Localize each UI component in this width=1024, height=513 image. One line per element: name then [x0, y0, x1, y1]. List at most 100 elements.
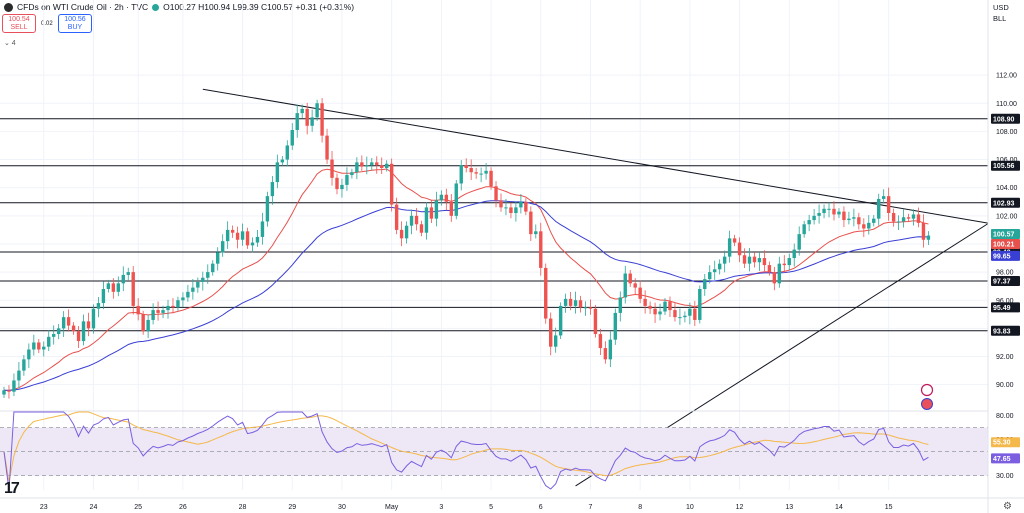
candle-body — [514, 207, 518, 214]
price-tick-label: 90.00 — [996, 382, 1014, 389]
candle-body — [216, 252, 220, 264]
candle-body — [737, 242, 742, 256]
candle-body — [732, 238, 737, 243]
candle-body — [350, 172, 354, 176]
candle-body — [717, 263, 722, 270]
trendline-descending — [202, 88, 989, 224]
candle-body — [17, 370, 21, 381]
candle-body — [474, 172, 478, 174]
candle-body — [340, 184, 344, 190]
candle-body — [583, 307, 588, 309]
candle-body — [71, 325, 76, 332]
candle-body — [593, 308, 598, 335]
candle-body — [91, 308, 96, 329]
candle-body — [404, 225, 409, 239]
candle-body — [66, 317, 71, 326]
candle-body — [101, 289, 106, 304]
time-tick-label: 29 — [288, 504, 296, 511]
candle-body — [618, 297, 622, 313]
collapse-indicators-button[interactable]: ⌄ 4 — [4, 40, 16, 47]
candle-body — [409, 215, 414, 226]
tradingview-logo[interactable]: 17 — [4, 480, 20, 497]
candle-body — [762, 258, 767, 266]
candle-body — [245, 231, 250, 246]
price-tick-label: 98.00 — [996, 270, 1014, 277]
candle-body — [633, 283, 637, 288]
candle-body — [295, 113, 299, 131]
candle-body — [375, 162, 379, 166]
currency-selector[interactable]: USD BLL — [993, 2, 1009, 24]
candle-body — [891, 213, 896, 222]
candle-body — [489, 170, 493, 187]
candle-body — [757, 258, 762, 263]
candle-body — [658, 311, 662, 315]
price-tag-bg — [991, 250, 1020, 261]
candle-body — [792, 249, 796, 259]
candle-body — [862, 224, 866, 229]
candle-body — [255, 236, 260, 243]
candle-body — [240, 231, 245, 240]
level-tag-bg — [991, 275, 1020, 286]
candle-body — [921, 222, 926, 240]
candle-body — [772, 272, 777, 284]
time-tick-label: 7 — [589, 504, 593, 511]
candle-body — [484, 170, 488, 174]
candle-body — [787, 258, 791, 266]
time-tick-label: 28 — [239, 504, 247, 511]
rsi-tag: 47.65 — [993, 456, 1011, 463]
candle-body — [42, 346, 46, 350]
buy-button[interactable]: 100.56 BUY — [58, 14, 92, 33]
horizontal-levels[interactable] — [0, 118, 988, 332]
time-tick-label: 30 — [338, 504, 346, 511]
candle-body — [325, 135, 329, 160]
candle-body — [81, 321, 86, 342]
candle-body — [131, 272, 135, 306]
chart-title[interactable]: CFDs on WTI Crude Oil · 2h · TVC — [17, 2, 149, 12]
rsi-ma-line — [3, 411, 929, 482]
candle-body — [742, 255, 747, 264]
price-tick-label: 96.00 — [996, 298, 1014, 305]
candle-body — [812, 215, 816, 221]
candle-body — [270, 182, 275, 197]
spread-value: 0.02 — [41, 21, 53, 27]
candle-body — [320, 103, 324, 136]
candle-body — [86, 321, 91, 329]
rsi-ma-tag: 55.30 — [993, 440, 1011, 447]
sell-button[interactable]: 100.54 SELL — [2, 14, 36, 33]
candle-body — [703, 279, 707, 289]
candle-body — [141, 314, 145, 332]
candle-body — [906, 217, 911, 219]
candle-body — [857, 217, 861, 225]
price-tag: 100.57 — [993, 231, 1015, 238]
candle-body — [181, 297, 185, 301]
candle-body — [191, 287, 195, 292]
time-tick-label: 5 — [489, 504, 493, 511]
candle-body — [807, 220, 811, 225]
event-icons[interactable] — [920, 383, 934, 410]
candle-body — [384, 163, 389, 168]
candle-body — [285, 145, 289, 160]
time-tick-label: May — [385, 504, 399, 511]
time-tick-label: 3 — [439, 504, 443, 511]
time-tick-label: 8 — [638, 504, 642, 511]
rsi-tick-label: 80.00 — [996, 413, 1014, 420]
price-tick-label: 108.00 — [996, 129, 1018, 136]
candle-body — [230, 229, 235, 233]
candle-body — [96, 303, 101, 309]
candle-body — [708, 272, 712, 280]
candle-body — [434, 200, 439, 219]
market-status-icon — [152, 3, 160, 11]
candle-body — [250, 242, 255, 246]
earnings-icon — [920, 383, 934, 397]
candle-body — [7, 390, 11, 392]
gear-icon[interactable]: ⚙ — [1003, 501, 1012, 512]
candle-body — [459, 165, 463, 184]
candle-body — [534, 231, 538, 235]
candle-body — [499, 200, 503, 208]
level-tag: 105.56 — [993, 163, 1015, 170]
candle-body — [330, 159, 334, 178]
candle-body — [399, 229, 404, 239]
candle-body — [32, 342, 36, 350]
candle-body — [847, 218, 851, 221]
